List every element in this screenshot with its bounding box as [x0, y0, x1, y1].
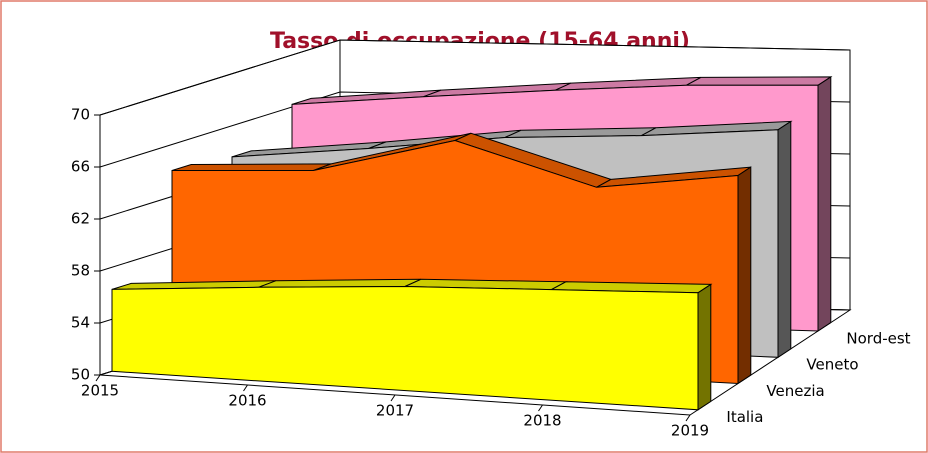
- y-tick-label: 58: [71, 262, 90, 280]
- area-side: [817, 75, 832, 332]
- x-tick-label: 2019: [671, 422, 709, 440]
- series-label: Italia: [726, 408, 763, 426]
- x-tick: [685, 414, 691, 422]
- x-tick: [95, 374, 101, 382]
- area: [111, 285, 699, 411]
- x-tick-label: 2016: [228, 392, 266, 410]
- area-top: [171, 163, 332, 171]
- y-tick-label: 54: [71, 314, 90, 332]
- area-side: [697, 283, 712, 411]
- grid-line: [99, 39, 851, 116]
- series-label: Veneto: [806, 356, 858, 374]
- y-tick-label: 66: [71, 158, 90, 176]
- series-label: Nord-est: [846, 329, 910, 347]
- y-tick-label: 62: [71, 210, 90, 228]
- y-tick-label: 50: [71, 366, 90, 384]
- x-tick-label: 2015: [81, 382, 119, 400]
- x-tick-label: 2018: [523, 412, 561, 430]
- x-tick: [243, 384, 248, 392]
- series-label: Venezia: [766, 382, 824, 400]
- area-side: [777, 120, 792, 359]
- x-tick: [538, 404, 543, 412]
- x-tick: [390, 394, 396, 402]
- area-top: [686, 76, 833, 86]
- x-tick-label: 2017: [376, 402, 414, 420]
- y-tick-label: 70: [71, 106, 90, 124]
- area-side: [737, 166, 752, 385]
